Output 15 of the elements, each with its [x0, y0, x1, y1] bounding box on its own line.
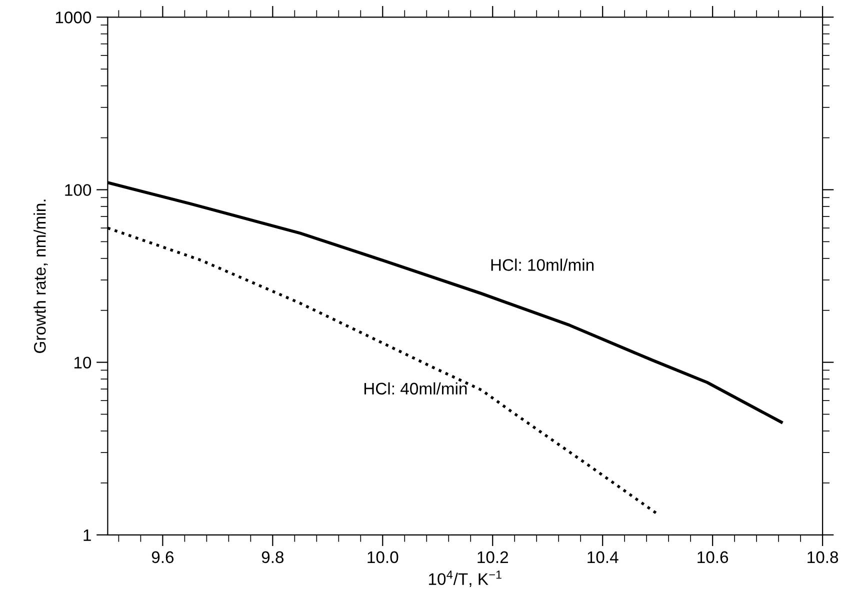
x-tick-label: 9.8: [262, 551, 284, 564]
y-axis-title: Growth rate, nm/min.: [34, 200, 48, 353]
x-tick-label: 10.2: [478, 551, 508, 564]
series-label: HCl: 10ml/min: [491, 258, 594, 271]
x-tick-label: 9.6: [152, 551, 174, 564]
y-tick-label: 1000: [56, 12, 92, 24]
x-axis-title: 10$^{4}$/T, K$^{−1}$: [428, 570, 502, 587]
x-tick-label: 10.0: [368, 551, 398, 564]
x-tick-label: 10.6: [698, 551, 728, 564]
y-tick-label: 1: [84, 529, 91, 541]
y-tick-label: 100: [65, 184, 92, 196]
y-tick-label: 10: [74, 356, 92, 369]
x-tick-label: 10.4: [588, 551, 618, 564]
series-label: HCl: 40ml/min: [364, 382, 467, 395]
x-tick-label: 10.8: [808, 551, 838, 564]
